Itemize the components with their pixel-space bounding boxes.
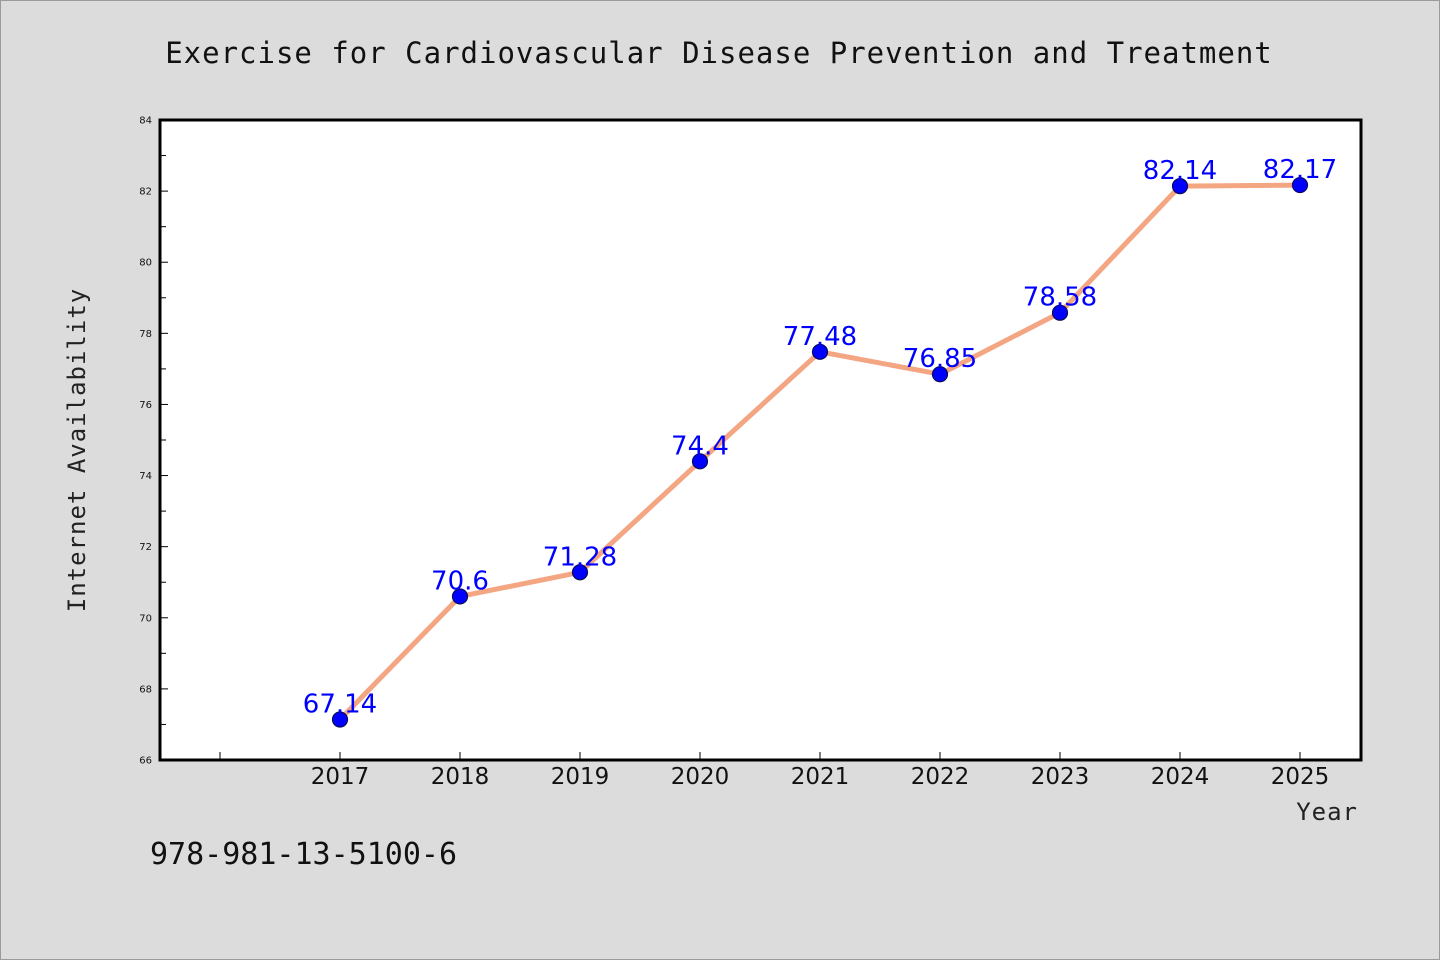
data-point [1291, 176, 1309, 194]
y-axis: 66 68 70 72 74 76 78 80 82 84 [139, 116, 168, 767]
data-point [451, 588, 469, 605]
x-tick-label: 2021 [791, 764, 850, 790]
y-tick-label: 72 [139, 542, 152, 553]
data-label: 71.28 [543, 542, 617, 572]
data-point [691, 453, 709, 470]
data-label: 77.48 [783, 322, 857, 352]
series-markers [331, 176, 1309, 728]
chart-title: Exercise for Cardiovascular Disease Prev… [165, 36, 1273, 70]
x-tick-label: 2020 [671, 764, 730, 790]
y-tick-label: 74 [139, 471, 152, 482]
footer-code: 978-981-13-5100-6 [150, 837, 457, 872]
x-axis-label: Year [1296, 798, 1358, 826]
y-tick-label: 70 [139, 613, 152, 624]
data-point [331, 711, 349, 728]
x-tick-label: 2017 [311, 764, 370, 790]
data-label: 82.17 [1263, 155, 1337, 185]
data-point [1051, 304, 1069, 321]
y-tick-label: 66 [139, 756, 152, 767]
y-tick-label: 76 [139, 400, 152, 411]
x-tick-label: 2018 [431, 764, 490, 790]
y-tick-label: 68 [139, 684, 152, 695]
x-tick-label: 2022 [911, 764, 970, 790]
data-labels: 67.14 70.6 71.28 74.4 77.48 76.85 78.58 82.14 82… [303, 155, 1337, 719]
data-label: 70.6 [431, 566, 489, 596]
data-point [931, 366, 949, 383]
data-point [1171, 178, 1189, 195]
x-tick-label: 2019 [551, 764, 610, 790]
x-axis: 2017 2018 2019 2020 2021 2022 2023 2024 2025 [219, 752, 1330, 790]
data-label: 76.85 [903, 344, 977, 374]
data-label: 82.14 [1143, 156, 1217, 186]
plot-area [158, 118, 1363, 762]
data-label: 74.4 [671, 431, 729, 461]
x-tick-label: 2025 [1271, 764, 1330, 790]
data-label: 67.14 [303, 689, 377, 719]
y-tick-label: 78 [139, 329, 152, 340]
data-label: 78.58 [1023, 283, 1097, 313]
y-tick-label: 80 [139, 258, 152, 269]
data-point [811, 343, 829, 360]
y-tick-label: 82 [139, 187, 152, 198]
data-point [571, 564, 589, 581]
y-axis-label: Internet Availability [63, 288, 91, 612]
y-tick-label: 84 [139, 116, 152, 127]
x-tick-label: 2024 [1151, 764, 1210, 790]
x-tick-label: 2023 [1031, 764, 1090, 790]
